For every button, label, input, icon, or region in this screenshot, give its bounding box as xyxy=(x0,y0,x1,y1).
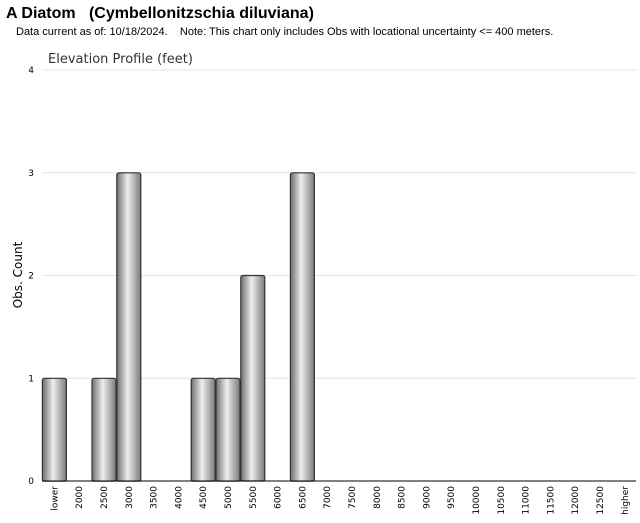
y-tick-label: 4 xyxy=(28,66,34,76)
x-tick-label: 9500 xyxy=(447,486,457,509)
x-tick-label: higher xyxy=(621,486,631,515)
x-tick-label: 4500 xyxy=(199,486,209,509)
bar-5000 xyxy=(215,377,241,482)
bar-3000 xyxy=(116,172,142,482)
data-note: Data current as of: 10/18/2024. Note: Th… xyxy=(16,26,554,38)
bar-6500 xyxy=(289,172,315,482)
bar-5500 xyxy=(240,274,266,482)
x-tick-label: 7500 xyxy=(348,486,358,509)
x-tick-label: 9000 xyxy=(422,486,432,509)
x-tick-label: 8000 xyxy=(373,486,383,509)
bars xyxy=(41,172,315,482)
x-tick-label: 11500 xyxy=(546,486,556,515)
x-tick-label: 12500 xyxy=(596,486,606,515)
x-tick-label: 10500 xyxy=(497,486,507,515)
page-title: A Diatom (Cymbellonitzschia diluviana) xyxy=(6,5,314,22)
y-tick-label: 0 xyxy=(28,477,34,487)
x-tick-label: 12000 xyxy=(571,486,581,515)
y-tick-labels: 0 1 2 3 4 xyxy=(28,66,34,487)
x-tick-label: 6000 xyxy=(274,486,284,509)
y-axis-label: Obs. Count xyxy=(11,241,25,308)
x-tick-label: 6500 xyxy=(298,486,308,509)
x-tick-labels: lower 2000 2500 3000 3500 4000 4500 5000 5500 600… xyxy=(50,486,630,515)
bar-lower xyxy=(41,377,68,482)
x-tick-label: 7000 xyxy=(323,486,333,509)
x-tick-label: 11000 xyxy=(522,486,532,515)
x-tick-label: 2000 xyxy=(75,486,85,509)
y-tick-label: 1 xyxy=(28,374,34,384)
bar-2500 xyxy=(91,377,117,482)
x-tick-label: 8500 xyxy=(398,486,408,509)
bar-4500 xyxy=(190,377,216,482)
chart-title: Elevation Profile (feet) xyxy=(48,52,193,67)
x-tick-label: 4000 xyxy=(174,486,184,509)
x-tick-label: 2500 xyxy=(100,486,110,509)
x-tick-label: 5500 xyxy=(249,486,259,509)
x-tick-label: 3000 xyxy=(125,486,135,509)
x-tick-label: 10000 xyxy=(472,486,482,515)
x-tick-label: 5000 xyxy=(224,486,234,509)
x-tick-label: 3500 xyxy=(150,486,160,509)
y-tick-label: 2 xyxy=(28,272,34,282)
x-tick-label: lower xyxy=(50,486,60,511)
y-tick-label: 3 xyxy=(28,169,34,179)
